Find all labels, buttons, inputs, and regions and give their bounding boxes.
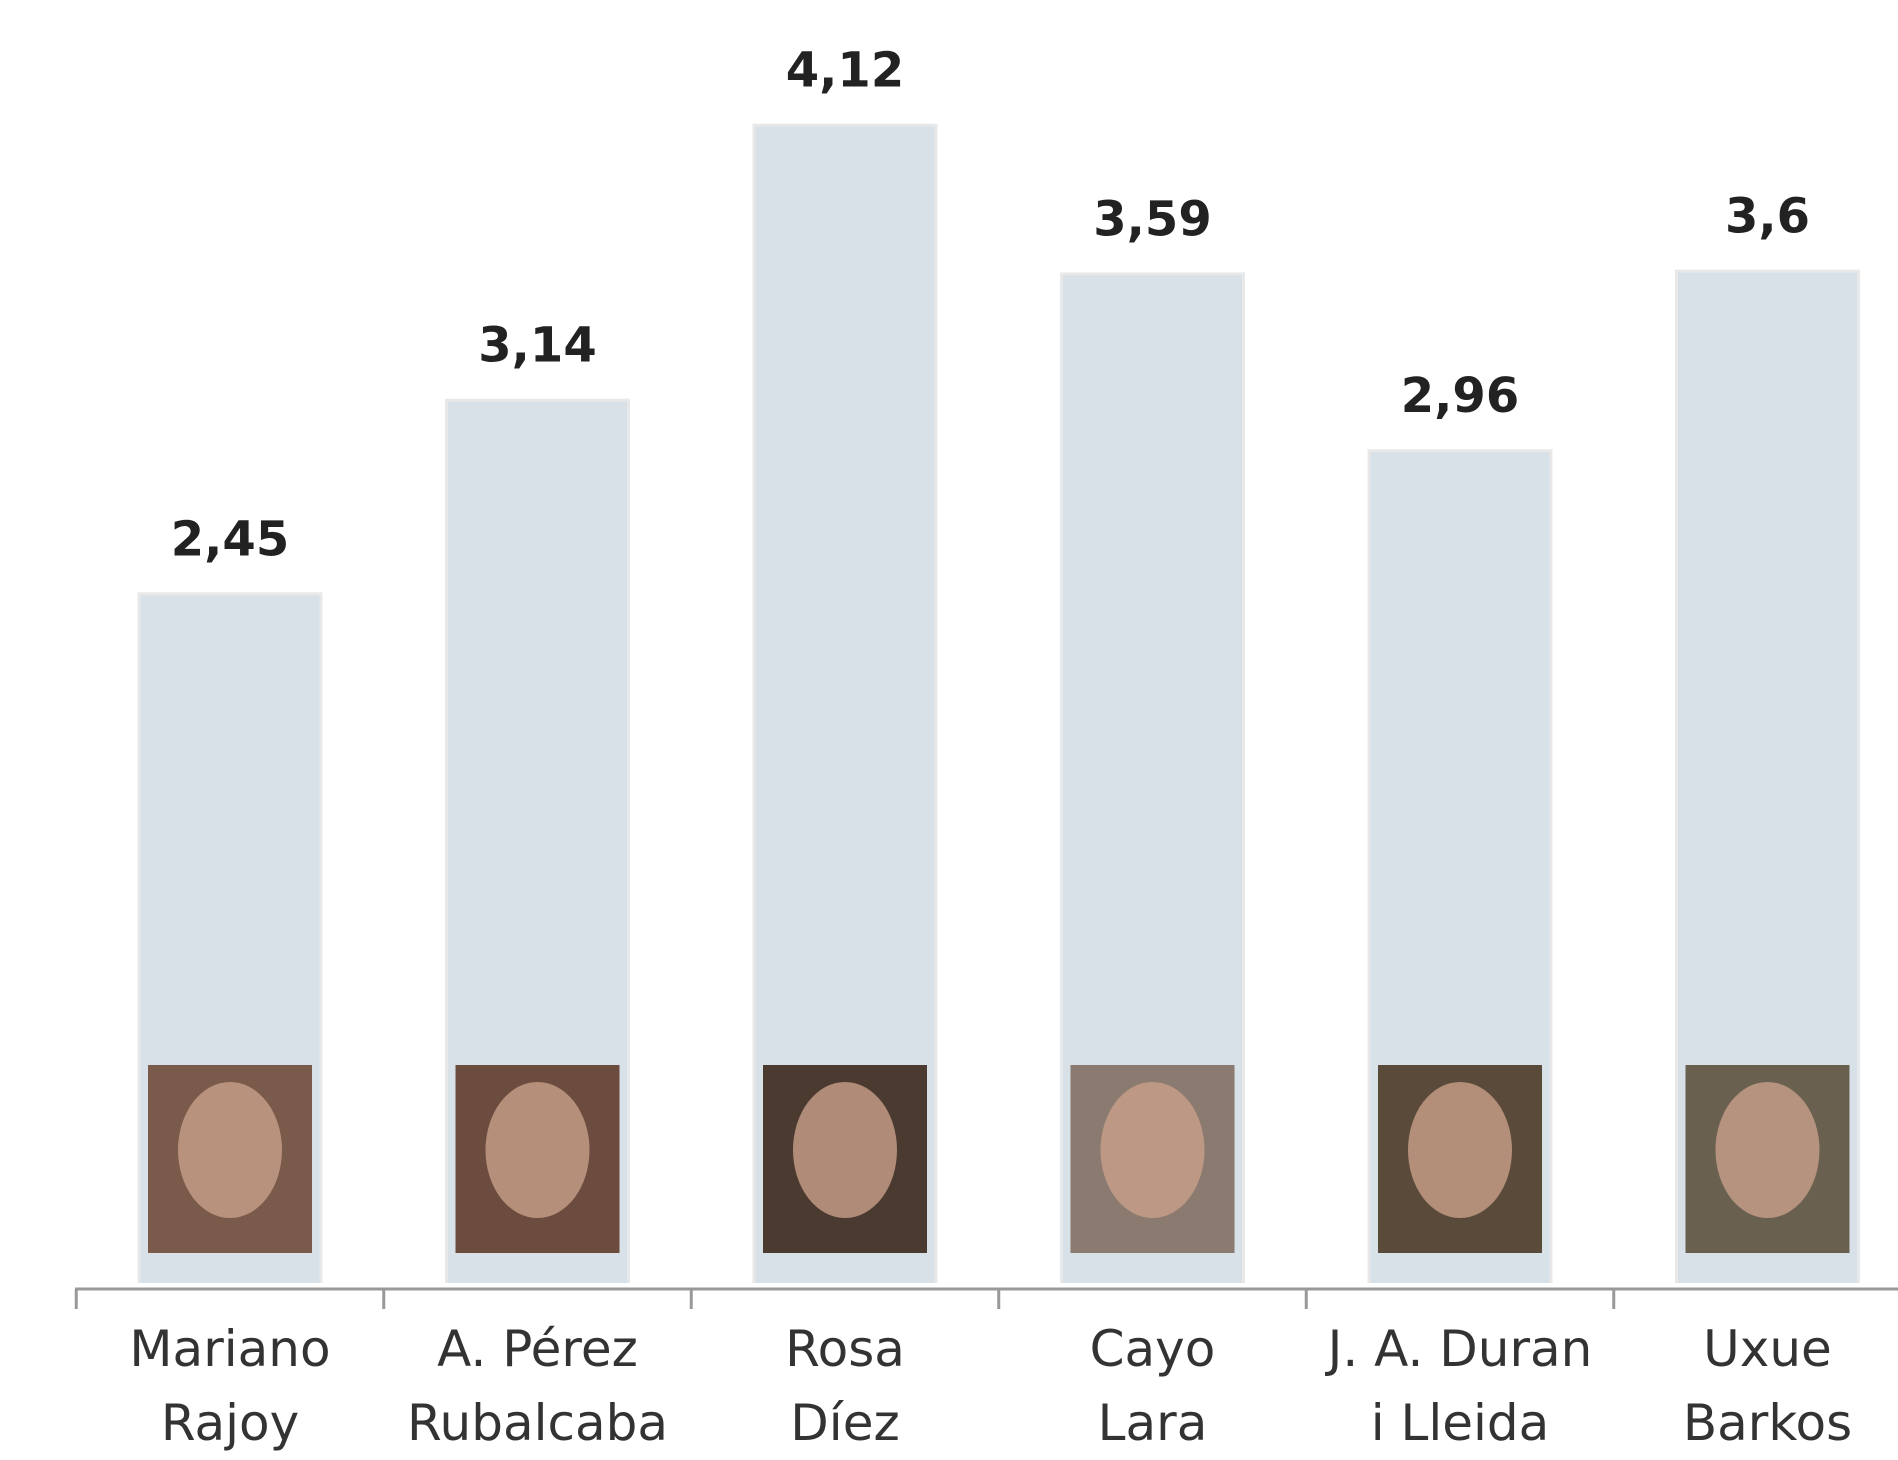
category-label: Cayo Lara	[1003, 1312, 1303, 1460]
value-label: 3,6	[1725, 189, 1810, 245]
portrait-face	[486, 1082, 590, 1218]
portrait-face	[1408, 1082, 1512, 1218]
category-label: J. A. Duran i Lleida	[1310, 1312, 1610, 1460]
value-label: 3,59	[1093, 191, 1211, 247]
portrait-face	[1716, 1082, 1820, 1218]
category-label: Uxue Barkos	[1618, 1312, 1898, 1460]
value-label: 2,45	[171, 511, 289, 567]
category-label: Mariano Rajoy	[80, 1312, 380, 1460]
portrait-face	[1101, 1082, 1205, 1218]
category-label: Rosa Díez	[695, 1312, 995, 1460]
portrait-face	[793, 1082, 897, 1218]
value-label: 3,14	[478, 318, 596, 374]
category-label: A. Pérez Rubalcaba	[388, 1312, 688, 1460]
value-label: 2,96	[1401, 368, 1519, 424]
portrait-face	[178, 1082, 282, 1218]
value-label: 4,12	[786, 43, 904, 99]
